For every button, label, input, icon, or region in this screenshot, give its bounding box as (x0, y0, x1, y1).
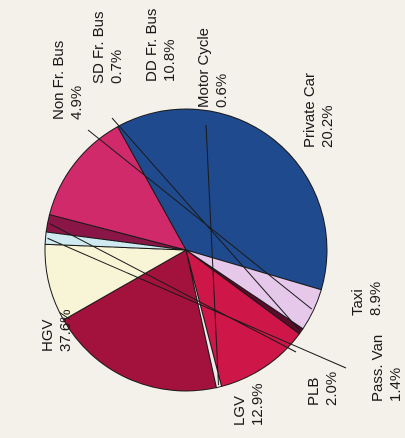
slice-label-name: DD Fr. Bus (143, 9, 160, 82)
slice-labels: HGV37.6%Non Fr. Bus4.9%SD Fr. Bus0.7% DD … (39, 9, 404, 426)
slice-label-value: 37.6% (57, 309, 74, 352)
slice-label-name: LGV (231, 396, 248, 426)
slice-label-value: 20.2% (319, 105, 336, 148)
slice-label: Taxi8.9% (349, 282, 384, 316)
slice-label-value: 8.9% (367, 282, 384, 316)
pie-slice-lgv (48, 126, 188, 251)
slice-label-value: 0.6% (213, 74, 230, 108)
slice-label-name: PLB (305, 378, 322, 406)
slice-label: Pass. Van1.4% (369, 335, 404, 402)
slice-label-name: Pass. Van (369, 335, 386, 402)
leader-line (111, 117, 300, 331)
pie-slice-hgv (116, 108, 328, 291)
slice-label-value: 10.8% (161, 39, 178, 82)
slice-label-value: 12.9% (249, 383, 266, 426)
pie-slices (44, 108, 328, 392)
leader-lines (47, 117, 347, 386)
slice-label-name: Private Car (301, 73, 318, 148)
slice-label: Non Fr. Bus4.9% (50, 41, 85, 120)
slice-label: DD Fr. Bus10.8% (143, 9, 178, 82)
slice-label-name: SD Fr. Bus (90, 11, 107, 84)
slice-label: HGV37.6% (39, 309, 74, 352)
slice-label: Private Car20.2% (301, 73, 336, 148)
slice-label: LGV12.9% (231, 383, 266, 426)
slice-label-name: Taxi (349, 289, 366, 316)
slice-label: PLB2.0% (305, 372, 340, 406)
slice-label: SD Fr. Bus0.7% (90, 11, 125, 84)
slice-label-name: Non Fr. Bus (50, 41, 67, 120)
leader-line (47, 237, 347, 369)
slice-label-value: 1.4% (387, 368, 404, 402)
pie-slice-dd-fr-bus (185, 248, 301, 388)
slice-label: Motor Cycle0.6% (195, 28, 230, 108)
leader-line (205, 124, 219, 386)
leader-line (87, 129, 313, 310)
slice-label-value: 2.0% (323, 372, 340, 406)
leader-line (49, 223, 297, 353)
pie-slice-private-car (62, 249, 217, 392)
slice-label-value: 0.7% (108, 50, 125, 84)
slice-label-name: HGV (39, 319, 56, 352)
slice-label-value: 4.9% (68, 86, 85, 120)
slice-label-name: Motor Cycle (195, 28, 212, 108)
